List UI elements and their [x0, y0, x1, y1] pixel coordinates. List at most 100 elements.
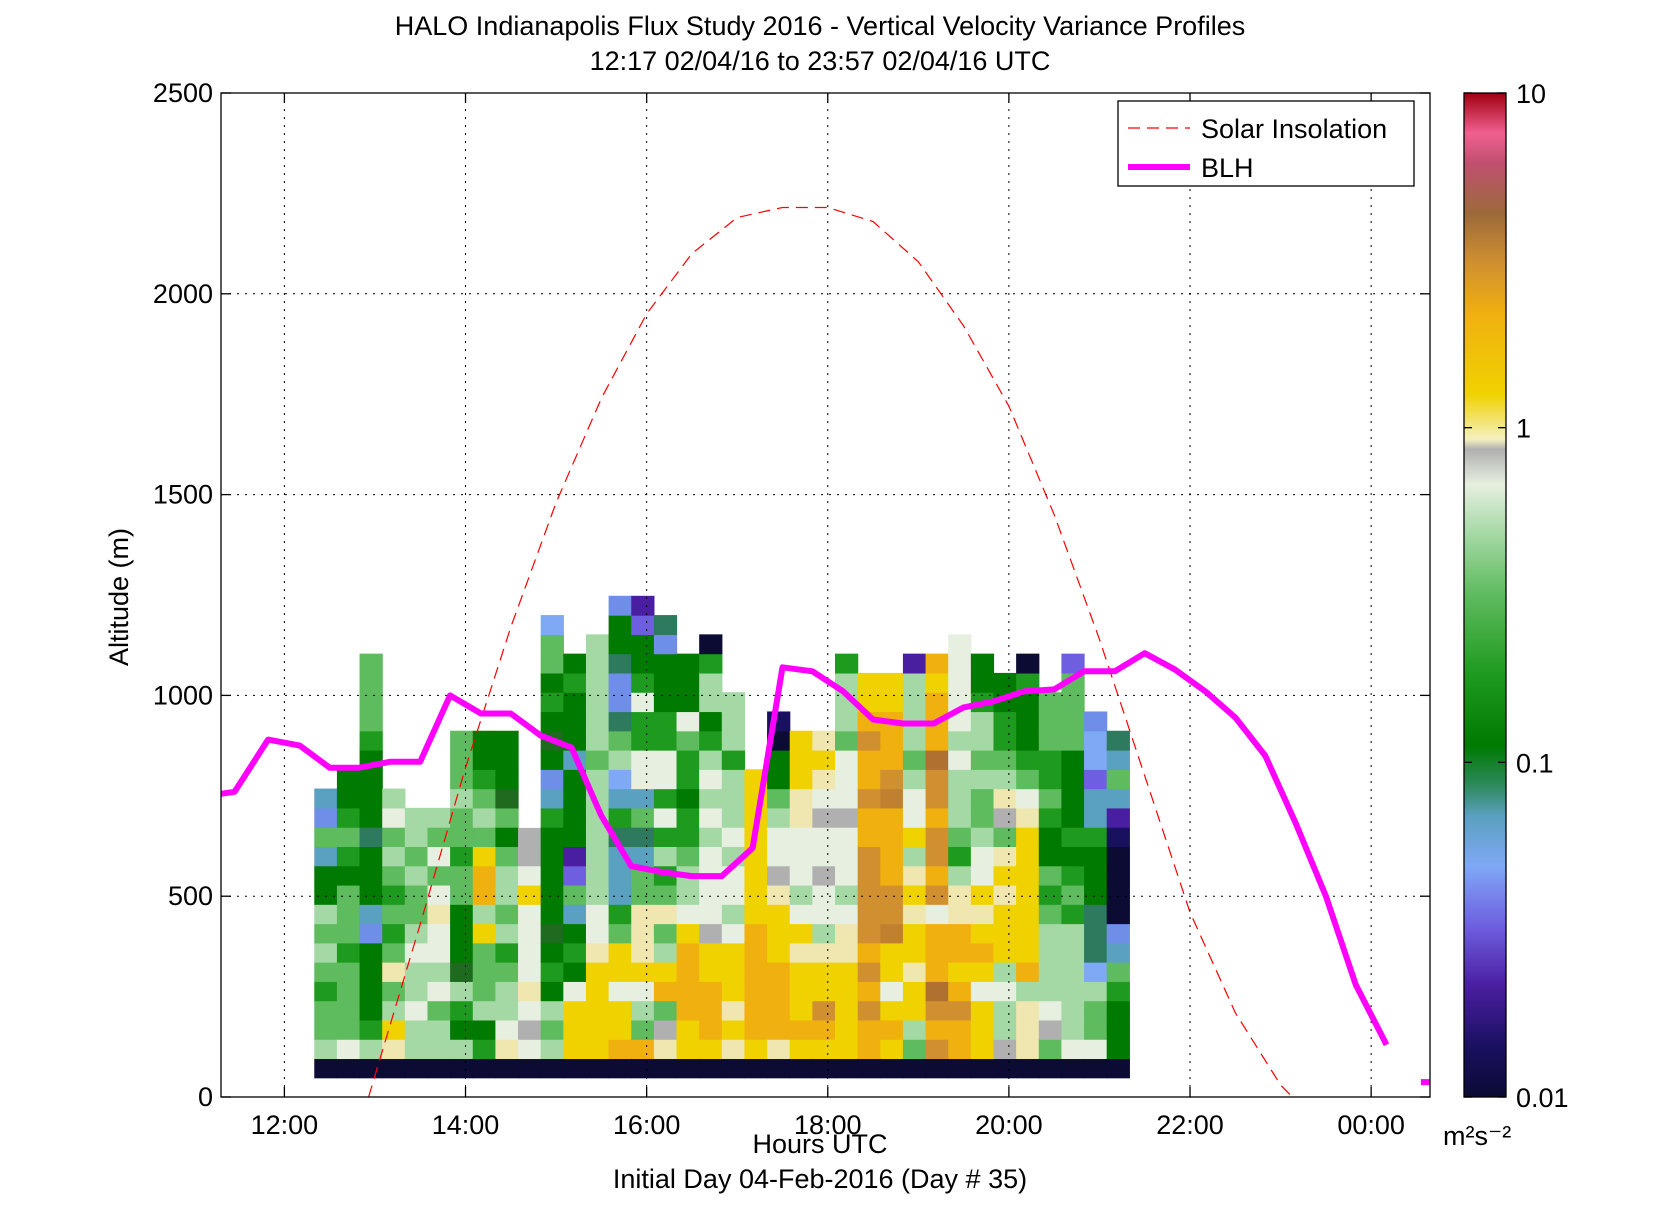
chart-footer: Initial Day 04-Feb-2016 (Day # 35)	[613, 1164, 1027, 1194]
heatmap-cell	[1061, 923, 1085, 944]
heatmap-cell	[472, 788, 497, 809]
heatmap-cell	[880, 827, 904, 848]
heatmap-cell	[993, 1019, 1017, 1040]
heatmap-cell	[631, 1058, 655, 1079]
heatmap-cell	[518, 846, 542, 867]
heatmap-cell	[902, 846, 927, 867]
heatmap-cell	[1038, 769, 1063, 790]
heatmap-cell	[744, 1000, 768, 1021]
heatmap-layer	[221, 93, 1430, 1097]
heatmap-cell	[993, 807, 1017, 828]
heatmap-cell	[902, 1000, 927, 1021]
heatmap-cell	[1038, 1058, 1063, 1079]
heatmap-cell	[585, 672, 610, 693]
heatmap-cell	[540, 1039, 564, 1060]
heatmap-cell	[336, 904, 361, 925]
heatmap-cell	[359, 827, 383, 848]
heatmap-cell	[1016, 1039, 1040, 1060]
heatmap-cell	[925, 653, 949, 674]
heatmap-cell	[857, 923, 881, 944]
heatmap-cell	[359, 846, 383, 867]
heatmap-cell	[653, 962, 678, 982]
y-tick-label: 2000	[153, 279, 213, 309]
heatmap-cell	[835, 904, 859, 925]
heatmap-cell	[789, 942, 813, 963]
heatmap-cell	[948, 923, 972, 944]
heatmap-cell	[812, 750, 836, 770]
heatmap-cell	[563, 1019, 587, 1040]
heatmap-cell	[676, 711, 700, 732]
heatmap-cell	[1061, 692, 1085, 713]
heatmap-cell	[925, 1019, 949, 1040]
heatmap-cell	[857, 1000, 881, 1021]
heatmap-cell	[676, 750, 700, 770]
x-tick-label: 14:00	[432, 1110, 500, 1140]
heatmap-cell	[857, 750, 881, 770]
heatmap-cell	[812, 788, 836, 809]
heatmap-cell	[518, 865, 542, 886]
heatmap-cell	[880, 884, 904, 905]
heatmap-cell	[1106, 865, 1130, 886]
heatmap-cell	[608, 711, 632, 732]
heatmap-cell	[359, 884, 383, 905]
heatmap-cell	[1038, 827, 1063, 848]
x-axis-label: Hours UTC	[752, 1129, 887, 1159]
heatmap-cell	[744, 923, 768, 944]
heatmap-cell	[902, 884, 927, 905]
heatmap-cell	[835, 653, 859, 674]
heatmap-cell	[1106, 923, 1130, 944]
heatmap-cell	[1106, 962, 1130, 982]
heatmap-cell	[676, 904, 700, 925]
heatmap-cell	[540, 653, 564, 674]
heatmap-cell	[1061, 750, 1085, 770]
heatmap-cell	[450, 1000, 474, 1021]
heatmap-cell	[993, 846, 1017, 867]
heatmap-cell	[970, 923, 995, 944]
heatmap-cell	[812, 981, 836, 1002]
heatmap-cell	[970, 1058, 995, 1079]
heatmap-cell	[721, 962, 746, 982]
heatmap-cell	[1016, 962, 1040, 982]
heatmap-cell	[563, 865, 587, 886]
heatmap-cell	[812, 865, 836, 886]
heatmap-cell	[382, 865, 406, 886]
heatmap-cell	[540, 981, 564, 1002]
heatmap-cell	[767, 827, 791, 848]
heatmap-cell	[450, 884, 474, 905]
heatmap-cell	[359, 1019, 383, 1040]
heatmap-cell	[1106, 1039, 1130, 1060]
heatmap-cell	[993, 865, 1017, 886]
heatmap-cell	[1016, 653, 1040, 674]
heatmap-cell	[585, 827, 610, 848]
heatmap-cell	[699, 827, 723, 848]
heatmap-cell	[1084, 827, 1108, 848]
heatmap-cell	[1038, 962, 1063, 982]
heatmap-cell	[789, 730, 813, 751]
heatmap-cell	[450, 942, 474, 963]
heatmap-cell	[721, 1039, 746, 1060]
heatmap-cell	[585, 942, 610, 963]
heatmap-cell	[835, 1058, 859, 1079]
heatmap-cell	[563, 653, 587, 674]
heatmap-cell	[653, 923, 678, 944]
heatmap-cell	[608, 730, 632, 751]
heatmap-cell	[631, 788, 655, 809]
heatmap-cell	[699, 807, 723, 828]
heatmap-cell	[382, 981, 406, 1002]
heatmap-cell	[812, 807, 836, 828]
heatmap-cell	[336, 1000, 361, 1021]
heatmap-cell	[631, 942, 655, 963]
heatmap-cell	[404, 904, 429, 925]
heatmap-cell	[404, 827, 429, 848]
heatmap-cell	[653, 788, 678, 809]
y-axis-label: Altitude (m)	[104, 528, 134, 666]
heatmap-cell	[631, 1039, 655, 1060]
heatmap-cell	[540, 788, 564, 809]
heatmap-cell	[970, 846, 995, 867]
heatmap-cell	[336, 807, 361, 828]
heatmap-cell	[631, 884, 655, 905]
heatmap-cell	[880, 1058, 904, 1079]
heatmap-cell	[404, 865, 429, 886]
heatmap-cell	[404, 981, 429, 1002]
heatmap-cell	[925, 1039, 949, 1060]
